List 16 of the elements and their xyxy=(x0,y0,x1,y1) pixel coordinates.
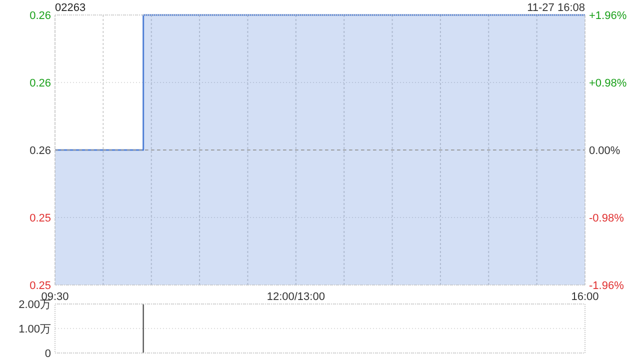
y-tick-label: 0.25 xyxy=(30,212,51,224)
y-tick-label: 0.26 xyxy=(30,78,51,90)
x-tick-label: 12:00/13:00 xyxy=(266,291,325,303)
y-tick-label: 0.25 xyxy=(30,280,51,292)
chart-title: 02263 xyxy=(55,2,86,14)
y2-tick-label: +0.98% xyxy=(589,78,627,90)
y-tick-label: 0.26 xyxy=(30,10,51,22)
y-tick-label: 1.00万 xyxy=(18,324,51,336)
y2-tick-label: -0.98% xyxy=(589,212,624,224)
y2-tick-label: -1.96% xyxy=(589,280,624,292)
y-tick-label: 0.26 xyxy=(30,145,51,157)
y2-tick-label: 0.00% xyxy=(589,145,620,157)
text: 11-27 16:08 xyxy=(527,2,585,14)
y2-tick-label: +1.96% xyxy=(589,10,627,22)
x-tick-label: 16:00 xyxy=(571,291,599,303)
y-tick-label: 0 xyxy=(44,348,51,360)
